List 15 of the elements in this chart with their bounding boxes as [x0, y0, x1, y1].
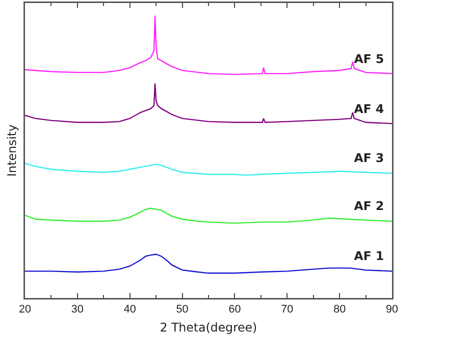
series-label: AF 2 [354, 199, 384, 213]
series-label: AF 1 [354, 249, 384, 263]
x-tick-label: 90 [386, 304, 398, 316]
x-tick-label: 30 [71, 304, 84, 316]
x-tick-label: 20 [18, 304, 32, 316]
x-axis-title: 2 Theta(degree) [160, 320, 258, 334]
series-label: AF 3 [354, 151, 384, 165]
x-tick-label: 60 [228, 304, 241, 316]
x-tick-label: 40 [124, 304, 136, 316]
series-label: AF 5 [354, 52, 384, 66]
y-axis-title: Intensity [5, 124, 20, 177]
series-label: AF 4 [354, 102, 384, 116]
x-tick-label: 70 [281, 304, 294, 316]
x-tick-label: 50 [176, 304, 188, 316]
x-tick-label: 80 [333, 304, 346, 316]
